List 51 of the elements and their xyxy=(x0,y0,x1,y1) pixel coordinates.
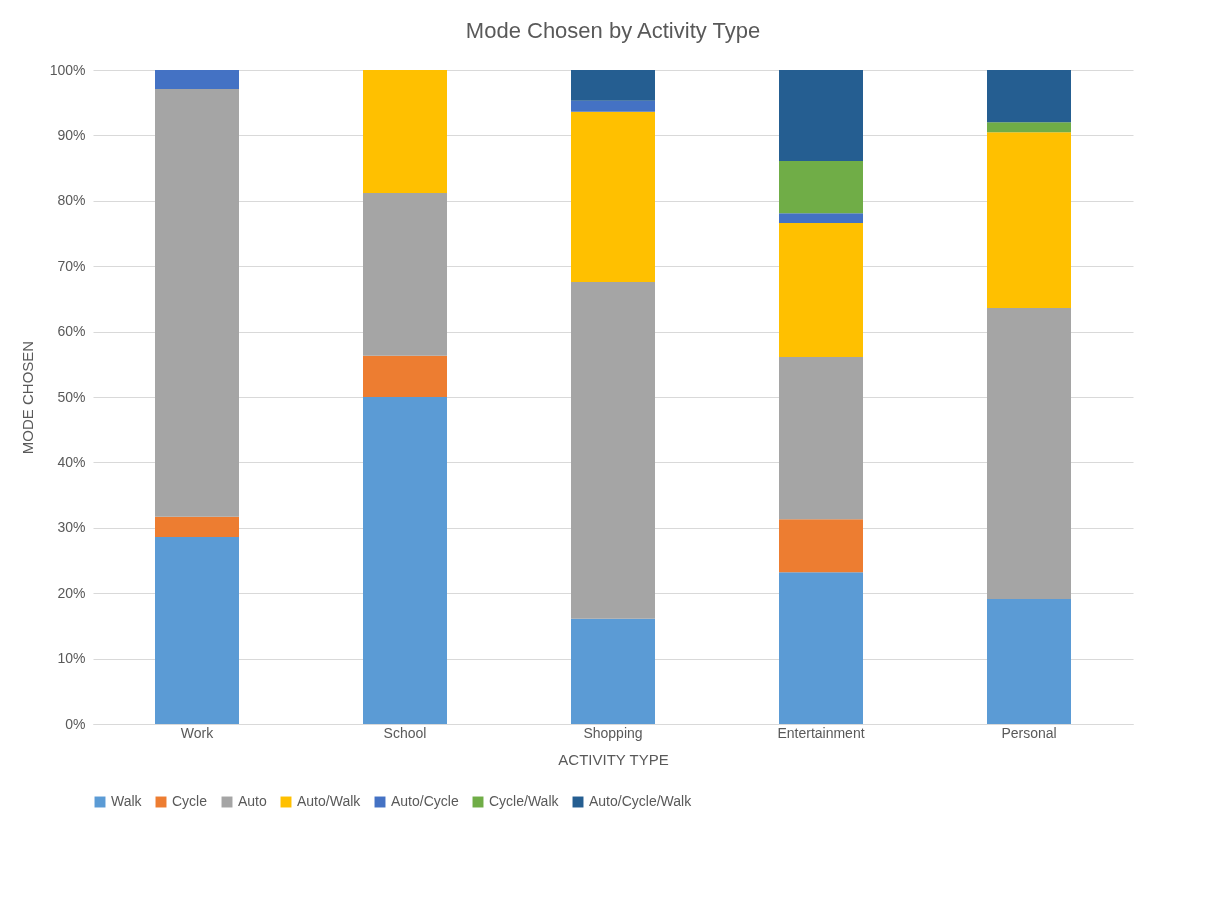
y-tick-label: 40% xyxy=(57,453,86,470)
bar xyxy=(987,132,1071,309)
legend-label: Auto/Cycle/Walk xyxy=(589,793,693,809)
y-tick-label: 60% xyxy=(57,323,86,340)
bar xyxy=(571,111,655,282)
y-axis-title: MODE CHOSEN xyxy=(18,340,36,455)
legend-label: Cycle xyxy=(172,793,208,809)
bar xyxy=(779,70,863,161)
y-tick-label: 100% xyxy=(49,61,86,78)
bar xyxy=(155,88,239,517)
y-tick-label: 30% xyxy=(57,519,86,536)
legend-label: Auto/Cycle xyxy=(391,793,459,809)
bar xyxy=(571,100,655,112)
bar xyxy=(571,281,655,619)
bar xyxy=(779,357,863,520)
y-tick-label: 10% xyxy=(57,650,86,667)
bar xyxy=(571,618,655,724)
x-axis-title: ACTIVITY TYPE xyxy=(558,750,669,768)
bar xyxy=(363,355,447,397)
legend-label: Cycle/Walk xyxy=(489,793,560,809)
bar xyxy=(363,70,447,193)
chart-title: Mode Chosen by Activity Type xyxy=(465,18,761,43)
y-tick-label: 90% xyxy=(57,126,86,143)
legend-label: Auto/Walk xyxy=(297,793,362,809)
y-tick-label: 0% xyxy=(65,715,86,732)
bar xyxy=(155,516,239,537)
bar xyxy=(987,122,1071,133)
bar xyxy=(779,160,863,214)
y-tick-label: 70% xyxy=(57,257,86,274)
bar xyxy=(779,572,863,724)
x-tick-label: Entertainment xyxy=(777,724,865,741)
legend-label: Auto xyxy=(238,793,268,809)
bar xyxy=(987,308,1071,600)
bar xyxy=(779,213,863,224)
bar xyxy=(155,70,239,89)
bar xyxy=(987,70,1071,123)
bar xyxy=(779,519,863,573)
x-tick-label: School xyxy=(383,724,427,741)
x-tick-label: Personal xyxy=(1001,724,1057,741)
bar xyxy=(779,223,863,358)
bar xyxy=(571,70,655,101)
y-tick-label: 20% xyxy=(57,584,86,601)
legend-label: Walk xyxy=(111,793,143,809)
x-tick-label: Shopping xyxy=(583,724,643,741)
bar xyxy=(155,536,239,724)
bar xyxy=(363,192,447,356)
bar xyxy=(363,397,447,724)
x-tick-label: Work xyxy=(180,724,215,741)
y-tick-label: 80% xyxy=(57,192,86,209)
y-tick-label: 50% xyxy=(57,388,86,405)
bar xyxy=(987,599,1071,724)
